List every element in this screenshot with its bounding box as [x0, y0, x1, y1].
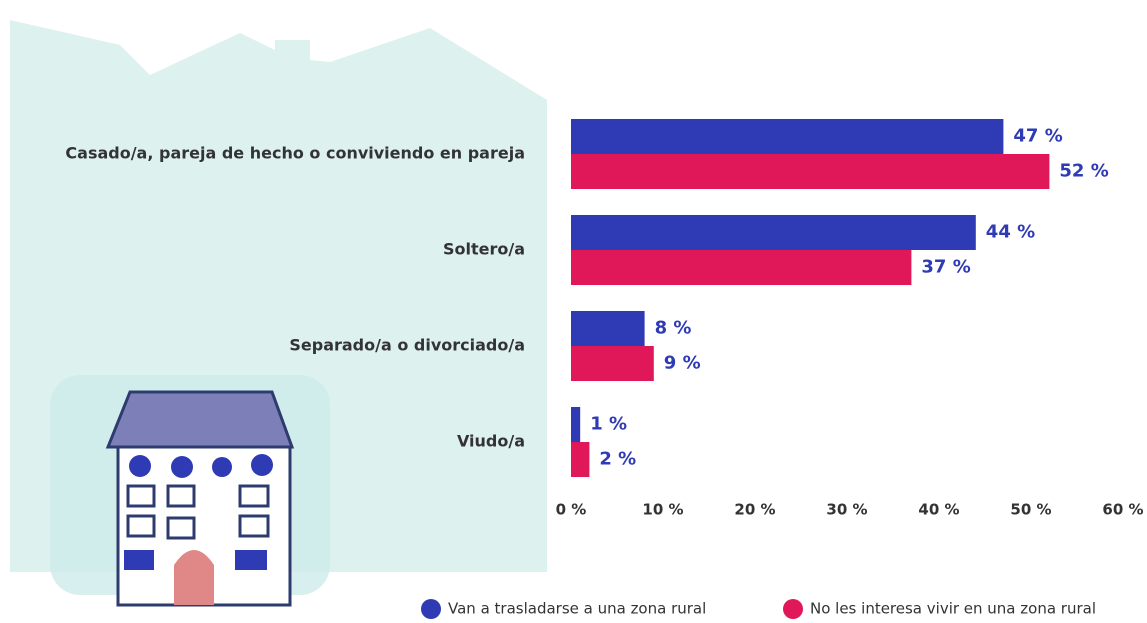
x-tick-label: 0 % — [556, 501, 587, 519]
bar — [571, 442, 590, 477]
value-label: 8 % — [655, 318, 692, 339]
x-tick-label: 30 % — [826, 501, 867, 519]
x-tick-label: 50 % — [1010, 501, 1051, 519]
bar — [571, 250, 912, 285]
value-label: 52 % — [1059, 161, 1108, 182]
bar — [571, 119, 1004, 154]
x-tick-label: 10 % — [642, 501, 683, 519]
bar — [571, 215, 976, 250]
category-label: Separado/a o divorciado/a — [289, 336, 525, 355]
value-label: 47 % — [1013, 126, 1062, 147]
bar — [571, 407, 581, 442]
value-label: 9 % — [664, 353, 701, 374]
legend-label: No les interesa vivir en una zona rural — [810, 600, 1096, 618]
value-label: 44 % — [986, 222, 1035, 243]
bar — [571, 346, 654, 381]
value-label: 2 % — [599, 449, 636, 470]
value-label: 37 % — [921, 257, 970, 278]
category-label: Soltero/a — [443, 240, 525, 259]
building-illustration — [50, 375, 330, 607]
category-label: Casado/a, pareja de hecho o conviviendo … — [65, 144, 525, 163]
legend-swatch — [783, 599, 803, 619]
bar — [571, 154, 1050, 189]
x-tick-label: 60 % — [1102, 501, 1143, 519]
value-label: 1 % — [590, 414, 627, 435]
bar — [571, 311, 645, 346]
x-tick-label: 20 % — [734, 501, 775, 519]
legend-swatch — [421, 599, 441, 619]
legend-label: Van a trasladarse a una zona rural — [448, 600, 706, 618]
x-tick-label: 40 % — [918, 501, 959, 519]
category-label: Viudo/a — [457, 432, 525, 451]
